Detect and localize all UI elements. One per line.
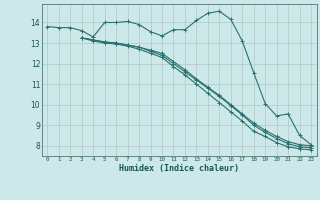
X-axis label: Humidex (Indice chaleur): Humidex (Indice chaleur) bbox=[119, 164, 239, 173]
